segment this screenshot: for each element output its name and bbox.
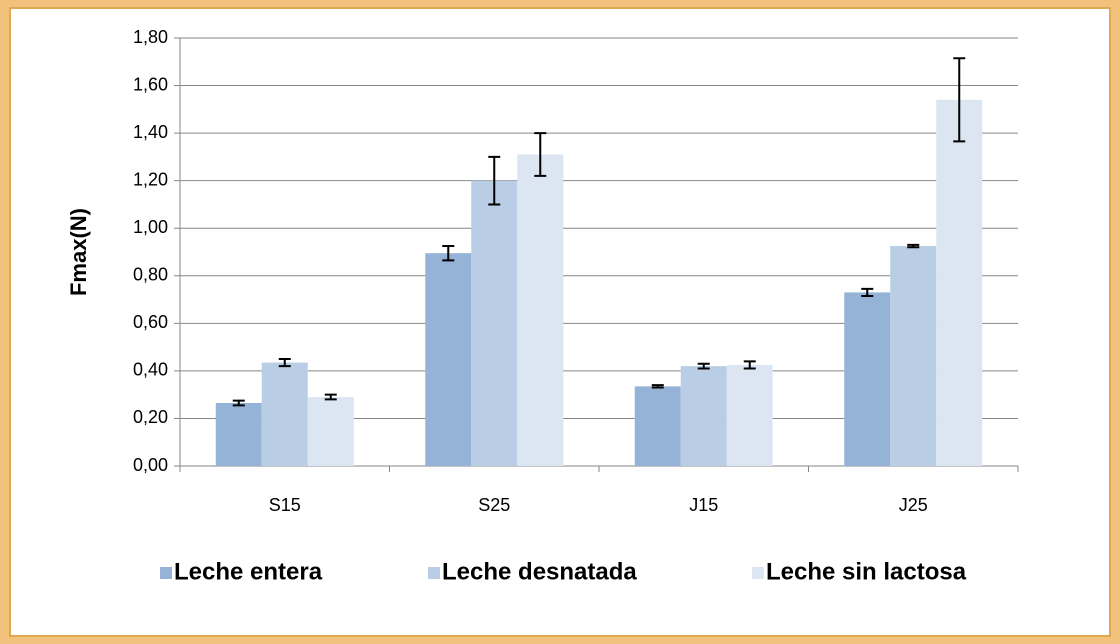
- x-tick-label: S15: [269, 495, 301, 515]
- bar: [261, 362, 308, 466]
- y-tick-label: 0,20: [133, 407, 168, 427]
- x-tick-label: S25: [478, 495, 510, 515]
- y-axis-label: Fmax(N): [66, 208, 91, 296]
- error-bar: [697, 362, 710, 370]
- y-tick-label: 1,40: [133, 122, 168, 142]
- error-bar: [953, 57, 966, 143]
- error-bar: [442, 245, 455, 262]
- error-bar: [907, 243, 920, 249]
- legend-label: Leche desnatada: [442, 558, 637, 585]
- y-tick-label: 0,60: [133, 312, 168, 332]
- bar: [680, 366, 727, 466]
- legend-swatch: [428, 567, 440, 579]
- legend-swatch: [752, 567, 764, 579]
- x-tick-label: J25: [899, 495, 928, 515]
- y-tick-label: 0,40: [133, 360, 168, 380]
- error-bar: [324, 393, 337, 401]
- bar: [936, 99, 983, 467]
- bar: [726, 364, 773, 466]
- y-tick-label: 1,80: [133, 27, 168, 47]
- x-tick-label: J15: [689, 495, 718, 515]
- error-bar: [278, 358, 291, 368]
- legend-label: Leche sin lactosa: [766, 558, 967, 585]
- error-bar: [488, 155, 501, 206]
- error-bar: [651, 384, 664, 389]
- error-bar: [861, 287, 874, 297]
- bar: [890, 246, 937, 466]
- legend-swatch: [160, 567, 172, 579]
- y-tick-label: 0,80: [133, 265, 168, 285]
- error-bar: [232, 399, 245, 407]
- y-tick-label: 1,00: [133, 217, 168, 237]
- bar: [844, 292, 891, 466]
- error-bar: [743, 360, 756, 370]
- y-tick-label: 0,00: [133, 455, 168, 475]
- y-tick-label: 1,60: [133, 74, 168, 94]
- bar: [471, 180, 518, 466]
- bar: [307, 397, 354, 466]
- error-bar: [534, 132, 547, 177]
- legend-label: Leche entera: [174, 558, 323, 585]
- y-tick-label: 1,20: [133, 169, 168, 189]
- bar: [425, 253, 472, 466]
- bar: [215, 402, 262, 466]
- bar: [517, 154, 564, 466]
- bar: [634, 386, 681, 466]
